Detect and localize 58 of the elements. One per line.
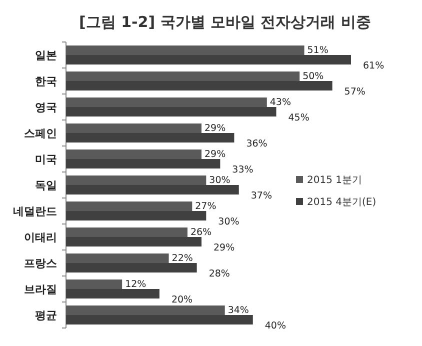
legend-label: 2015 4분기(E) bbox=[307, 197, 376, 208]
bar bbox=[66, 72, 300, 81]
data-label: 30% bbox=[209, 175, 230, 186]
data-label: 45% bbox=[288, 112, 310, 124]
bar bbox=[66, 107, 276, 116]
y-tick-label: 영국 bbox=[35, 101, 57, 114]
data-label: 29% bbox=[204, 149, 226, 160]
bar bbox=[66, 55, 351, 64]
y-tick-label: 네덜란드 bbox=[13, 205, 57, 218]
bar bbox=[66, 289, 160, 298]
data-label: 50% bbox=[302, 71, 324, 82]
y-tick-label: 한국 bbox=[35, 75, 57, 88]
data-label: 61% bbox=[363, 60, 384, 72]
legend-label: 2015 1분기 bbox=[307, 175, 362, 186]
data-label: 20% bbox=[171, 294, 193, 306]
bar bbox=[66, 133, 234, 142]
data-label: 30% bbox=[218, 216, 240, 228]
bar bbox=[66, 46, 304, 55]
y-tick-label: 브라질 bbox=[24, 283, 57, 296]
bar bbox=[66, 263, 197, 272]
bar bbox=[66, 254, 169, 263]
data-label: 33% bbox=[232, 164, 254, 176]
bar bbox=[66, 98, 267, 107]
data-label: 43% bbox=[270, 97, 292, 108]
data-label: 51% bbox=[307, 45, 328, 56]
data-label: 12% bbox=[125, 279, 146, 290]
y-tick-label: 프랑스 bbox=[24, 257, 57, 270]
bar bbox=[66, 81, 332, 90]
data-label: 37% bbox=[250, 190, 272, 202]
data-label: 29% bbox=[204, 123, 226, 134]
chart-title: [그림 1-2] 국가별 모바일 전자상거래 비중 bbox=[79, 13, 371, 31]
data-label: 27% bbox=[195, 201, 216, 212]
y-tick-label: 평균 bbox=[35, 309, 57, 322]
data-label: 40% bbox=[264, 320, 286, 332]
y-tick-label: 스페인 bbox=[24, 127, 57, 140]
bar bbox=[66, 237, 202, 246]
bar bbox=[66, 280, 122, 289]
data-label: 36% bbox=[246, 138, 268, 150]
bar bbox=[66, 306, 225, 315]
bar bbox=[66, 150, 202, 159]
bar bbox=[66, 124, 202, 133]
bar bbox=[66, 202, 192, 211]
data-label: 34% bbox=[228, 305, 249, 316]
bar bbox=[66, 228, 188, 237]
data-label: 29% bbox=[213, 242, 235, 254]
data-label: 26% bbox=[190, 227, 212, 238]
bar bbox=[66, 159, 220, 168]
data-label: 28% bbox=[208, 268, 230, 280]
data-label: 22% bbox=[172, 253, 193, 264]
y-tick-label: 미국 bbox=[35, 153, 57, 166]
bar bbox=[66, 176, 206, 185]
bar bbox=[66, 185, 239, 194]
y-tick-label: 독일 bbox=[35, 179, 57, 192]
y-tick-label: 일본 bbox=[35, 49, 57, 62]
data-label: 57% bbox=[344, 86, 366, 98]
y-tick-label: 이태리 bbox=[24, 231, 57, 244]
bar bbox=[66, 211, 206, 220]
bar bbox=[66, 315, 253, 324]
